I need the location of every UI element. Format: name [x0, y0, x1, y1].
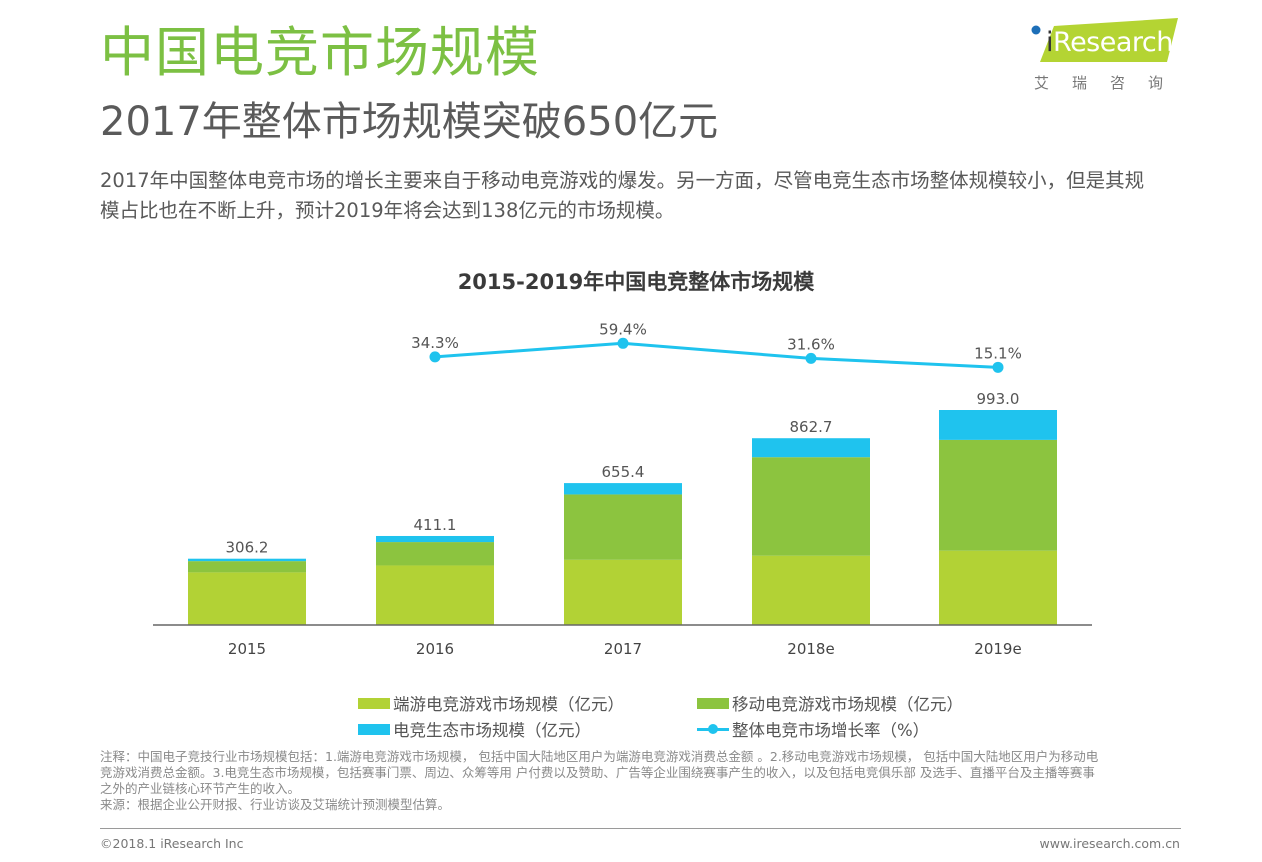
page-subtitle: 2017年整体市场规模突破650亿元: [100, 99, 719, 145]
note-line: 竞游戏消费总金额。3.电竞生态市场规模，包括赛事门票、周边、众筹等用 户付费以及…: [100, 765, 1095, 780]
bar-segment-mobile-2017: [564, 494, 682, 560]
logo-wordmark: iResearch: [1046, 26, 1173, 60]
summary-line: 模占比也在不断上升，预计2019年将会达到138亿元的市场规模。: [100, 199, 675, 222]
growth-rate-point: [992, 361, 1004, 373]
footnotes: 注释：中国电子竞技行业市场规模包括：1.端游电竞游戏市场规模， 包括中国大陆地区…: [100, 749, 1200, 813]
footer-divider: [100, 828, 1181, 829]
legend-label: 移动电竞游戏市场规模（亿元）: [732, 695, 963, 714]
legend-swatch: [358, 723, 390, 735]
growth-rate-point: [617, 337, 629, 349]
legend-swatch: [697, 697, 729, 709]
logo-chinese-name: 艾瑞咨询: [1034, 74, 1187, 92]
growth-rate-line: [434, 341, 999, 369]
legend-pc-esports: 端游电竞游戏市场规模（亿元）: [358, 691, 624, 715]
footer-website: www.iresearch.com.cn: [1039, 836, 1181, 851]
bar-total-label: 993.0: [977, 390, 1020, 408]
summary-line: 2017年中国整体电竞市场的增长主要来自于移动电竞游戏的爆发。另一方面，尽管电竞…: [100, 169, 1145, 192]
legend-growth-rate: 整体电竞市场增长率（%）: [697, 717, 929, 741]
logo-research: Research: [1053, 27, 1173, 58]
bar-segment-ecosystem-2016: [376, 535, 494, 543]
growth-rate-label: 31.6%: [787, 335, 835, 353]
note-line: 之外的产业链核心环节产生的收入。: [100, 781, 301, 796]
source-line: 来源：根据企业公开财报、行业访谈及艾瑞统计预测模型估算。: [100, 797, 451, 812]
bar-total-label: 655.4: [602, 463, 645, 481]
growth-rate-label: 15.1%: [974, 344, 1022, 362]
bar-segment-pc-2016: [376, 565, 494, 625]
legend-label: 端游电竞游戏市场规模（亿元）: [393, 695, 624, 714]
bar-total-label: 411.1: [414, 516, 457, 534]
bar-segment-ecosystem-2017: [564, 483, 682, 495]
x-tick-label: 2019e: [974, 640, 1021, 658]
x-tick-label: 2018e: [787, 640, 834, 658]
bar-segment-ecosystem-2015: [188, 558, 306, 562]
growth-rate-point: [429, 351, 441, 363]
growth-rate-label: 59.4%: [599, 320, 647, 338]
bar-segment-mobile-2019e: [939, 439, 1057, 551]
page-title: 中国电竞市场规模: [100, 21, 540, 84]
logo-i: i: [1046, 27, 1054, 58]
bar-segment-mobile-2018e: [752, 457, 870, 556]
x-tick-label: 2016: [416, 640, 454, 658]
legend-ecosystem: 电竞生态市场规模（亿元）: [358, 717, 591, 741]
bar-segment-pc-2015: [188, 572, 306, 625]
x-tick-label: 2017: [604, 640, 642, 658]
bar-total-label: 306.2: [226, 539, 269, 557]
stacked-bar-chart: 306.2 2015 411.1 2016 655.4 2017 862.7 2018e 993…: [153, 320, 1092, 658]
bar-segment-pc-2018e: [752, 555, 870, 625]
bar-segment-ecosystem-2018e: [752, 438, 870, 458]
logo-dot-icon: [1031, 25, 1041, 35]
legend-line-marker-icon: [697, 723, 729, 735]
chart-title: 2015-2019年中国电竞整体市场规模: [457, 270, 815, 294]
bar-segment-pc-2019e: [939, 550, 1057, 625]
summary-paragraph: 2017年中国整体电竞市场的增长主要来自于移动电竞游戏的爆发。另一方面，尽管电竞…: [100, 166, 1200, 226]
legend-label: 电竞生态市场规模（亿元）: [393, 721, 591, 740]
growth-rate-label: 34.3%: [411, 334, 459, 352]
bars-layer: [188, 410, 1057, 625]
logo-badge-shape: [1031, 18, 1178, 62]
growth-line-layer: 34.3% 59.4% 31.6% 15.1%: [411, 320, 1022, 373]
labels-layer: 306.2 2015 411.1 2016 655.4 2017 862.7 2018e 993…: [226, 390, 1022, 658]
footer-copyright: ©2018.1 iResearch Inc: [100, 836, 244, 851]
legend-mobile-esports: 移动电竞游戏市场规模（亿元）: [697, 691, 963, 715]
bar-segment-mobile-2016: [376, 542, 494, 566]
legend-swatch: [358, 697, 390, 709]
bar-segment-ecosystem-2019e: [939, 410, 1057, 440]
note-line: 注释：中国电子竞技行业市场规模包括：1.端游电竞游戏市场规模， 包括中国大陆地区…: [100, 749, 1099, 764]
growth-rate-point: [805, 352, 817, 364]
bar-segment-mobile-2015: [188, 561, 306, 573]
bar-total-label: 862.7: [790, 418, 833, 436]
x-tick-label: 2015: [228, 640, 266, 658]
bar-segment-pc-2017: [564, 559, 682, 625]
legend-label: 整体电竞市场增长率（%）: [732, 721, 930, 740]
iresearch-logo: iResearch 艾瑞咨询: [1028, 14, 1188, 94]
